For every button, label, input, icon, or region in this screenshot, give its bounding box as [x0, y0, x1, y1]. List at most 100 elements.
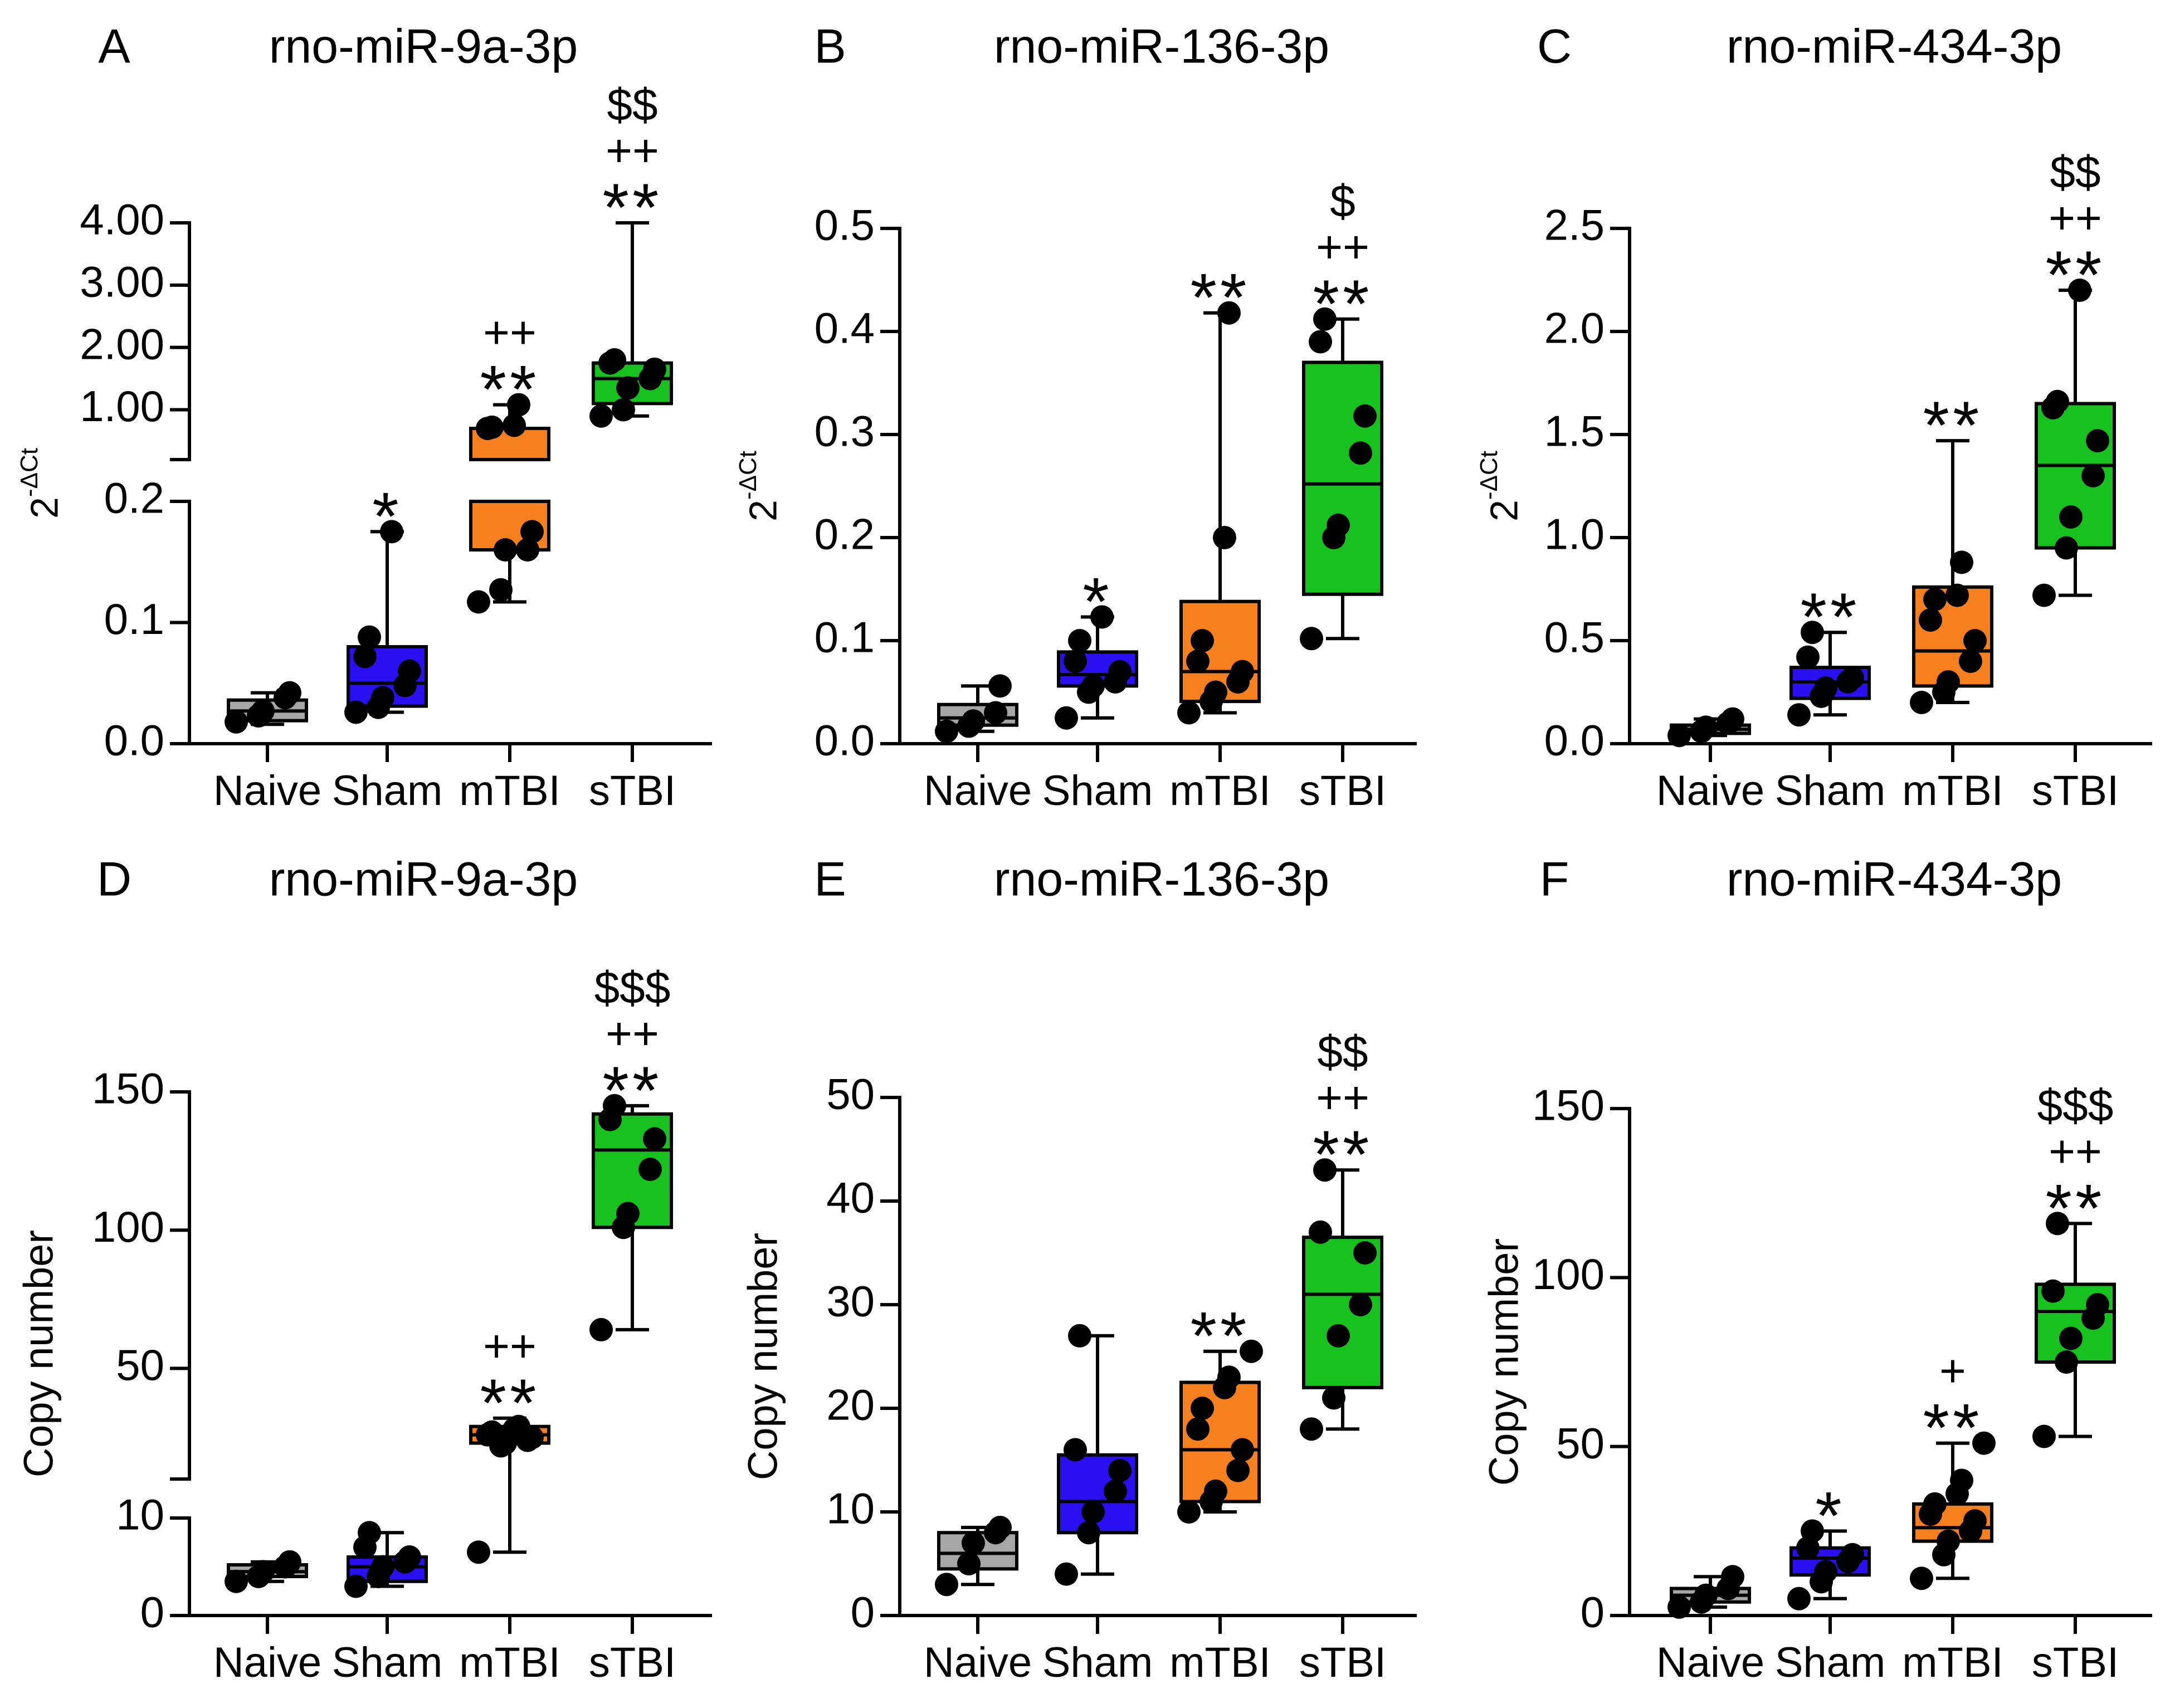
data-point — [1923, 588, 1947, 611]
y-tick-label: 0.5 — [815, 201, 875, 250]
y-tick-label: 0.1 — [104, 594, 164, 643]
panel-letter: B — [814, 20, 846, 74]
y-axis-label: 2-ΔCt — [734, 451, 785, 521]
y-tick-label: 0.2 — [104, 474, 164, 523]
data-point — [1801, 621, 1824, 645]
data-point — [2046, 389, 2069, 413]
data-point — [2055, 536, 2078, 560]
significance-plus: ++ — [483, 308, 537, 358]
y-tick-label: 150 — [1532, 1081, 1605, 1130]
significance-plus: ++ — [606, 125, 659, 176]
x-tick-label-mtbi: mTBI — [1902, 1639, 2003, 1686]
y-tick-label: 2.00 — [80, 319, 164, 368]
data-point — [516, 538, 539, 562]
x-tick-label-mtbi: mTBI — [459, 767, 560, 814]
x-tick-label-sham: Sham — [1042, 1639, 1153, 1686]
data-point — [2068, 279, 2091, 302]
significance-plus: ++ — [2049, 1126, 2102, 1177]
x-tick-label-naive: Naive — [1656, 1639, 1764, 1686]
data-point — [371, 1555, 394, 1579]
data-point — [638, 1158, 662, 1181]
data-point — [1937, 670, 1960, 694]
data-point — [1077, 1521, 1100, 1545]
y-axis-label: Copy number — [740, 1233, 786, 1480]
data-point — [1841, 1543, 1864, 1567]
y-tick-label: 4.00 — [80, 195, 164, 244]
y-tick-label: 1.00 — [80, 382, 164, 431]
data-point — [480, 415, 504, 439]
significance-dollar: $$ — [1317, 1027, 1368, 1077]
data-point — [1177, 701, 1201, 725]
y-tick-label: 0.0 — [104, 716, 164, 765]
panel-title: rno-miR-9a-3p — [269, 20, 578, 74]
x-tick-label-mtbi: mTBI — [1902, 767, 2003, 814]
data-point — [1313, 307, 1337, 331]
data-point — [1950, 550, 1973, 574]
data-point — [984, 701, 1007, 725]
data-point — [988, 674, 1012, 698]
data-point — [1721, 707, 1744, 731]
data-point — [1910, 1567, 1933, 1590]
data-point — [988, 1515, 1012, 1539]
y-tick-label: 100 — [1532, 1250, 1605, 1299]
data-point — [398, 659, 421, 683]
data-point — [1204, 1479, 1227, 1503]
data-point — [643, 1127, 666, 1151]
significance-plus: ++ — [606, 1008, 659, 1059]
panel-title: rno-miR-136-3p — [994, 20, 1329, 74]
y-tick-label: 50 — [1556, 1418, 1605, 1467]
significance-asterisk: ** — [1191, 1298, 1250, 1374]
data-point — [1231, 660, 1254, 684]
data-point — [1055, 706, 1078, 730]
data-point — [1694, 1583, 1718, 1607]
data-point — [1191, 629, 1214, 652]
y-tick-label: 150 — [92, 1064, 164, 1113]
data-point — [1055, 1562, 1078, 1586]
data-point — [251, 1560, 275, 1584]
data-point — [358, 625, 381, 649]
data-point — [1108, 1458, 1132, 1482]
data-point — [1963, 629, 1987, 652]
significance-asterisk: ** — [480, 352, 540, 427]
y-tick-label: 50 — [116, 1340, 164, 1389]
y-tick-label: 100 — [92, 1202, 164, 1251]
data-point — [278, 681, 301, 705]
y-axis-label-superscript: -ΔCt — [16, 448, 43, 497]
x-tick-label-stbi: sTBI — [2032, 767, 2119, 814]
data-point — [1814, 1560, 1837, 1584]
data-point — [957, 1552, 981, 1575]
data-point — [1923, 1492, 1947, 1516]
data-point — [251, 699, 275, 723]
data-point — [1068, 629, 1091, 652]
data-point — [507, 1414, 530, 1438]
data-point — [358, 1521, 381, 1545]
data-point — [1327, 513, 1350, 537]
data-point — [2055, 1350, 2078, 1374]
data-point — [643, 357, 666, 381]
data-point — [1217, 1365, 1241, 1389]
y-tick-label: 0.0 — [815, 716, 875, 765]
y-tick-label: 30 — [826, 1277, 875, 1326]
y-tick-label: 10 — [826, 1484, 875, 1533]
data-point — [935, 1573, 958, 1597]
data-point — [1108, 660, 1132, 684]
x-tick-label-sham: Sham — [1775, 1639, 1886, 1686]
data-point — [1937, 1529, 1960, 1553]
data-point — [467, 1540, 490, 1564]
data-point — [225, 710, 248, 734]
y-tick-label: 0.4 — [815, 304, 875, 353]
data-point — [2041, 1279, 2065, 1303]
data-point — [2059, 505, 2083, 529]
significance-plus: ++ — [2049, 193, 2102, 243]
y-tick-label: 0 — [1581, 1588, 1605, 1637]
data-point — [2046, 1212, 2069, 1236]
data-point — [2059, 1326, 2083, 1350]
panel-letter: A — [98, 20, 130, 74]
data-point — [2032, 583, 2056, 607]
significance-plus: + — [1939, 1346, 1966, 1397]
